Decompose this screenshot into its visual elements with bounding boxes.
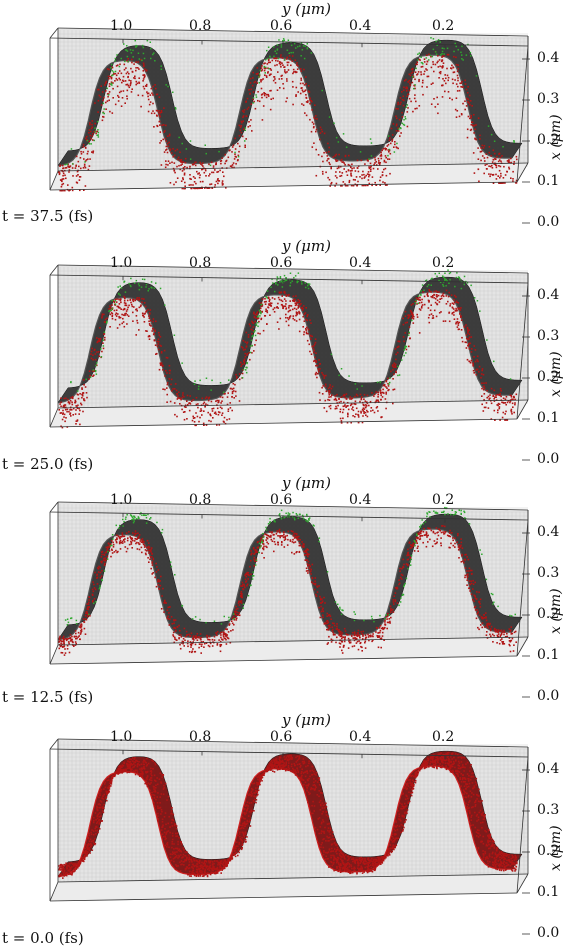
axes-box <box>49 27 529 191</box>
time-label: t = 25.0 (fs) <box>2 455 94 473</box>
y-tick-label: 0.4 <box>349 492 372 508</box>
green-particles <box>64 37 515 167</box>
x-tick-label: 0.1 <box>537 410 560 426</box>
floor <box>50 874 528 901</box>
y-tick-label: 0.2 <box>432 492 455 508</box>
y-tick-label: 0.8 <box>189 492 212 508</box>
x-tick-label: 0.4 <box>537 524 560 540</box>
x-tick-label: 0.2 <box>537 843 560 859</box>
red-particles <box>58 751 518 879</box>
red-particles <box>58 525 517 656</box>
x-tick-label: 0.4 <box>537 761 560 777</box>
green-particles <box>64 506 516 626</box>
x-tick-label: 0.1 <box>537 884 560 900</box>
x-tick-label: 0.2 <box>537 369 560 385</box>
surface-front-edge <box>57 54 512 167</box>
plot-canvas <box>49 501 530 698</box>
x-tick-label: 0.0 <box>537 214 560 230</box>
chart-panel-4: y (μm) t = 0.0 (fs) 1.0 0.8 0.6 0.4 0.2 0.4 0.… <box>0 711 581 947</box>
x-axis-title: x (μm) <box>548 588 564 634</box>
x-axis-title: x (μm) <box>548 825 564 871</box>
y-tick-label: 1.0 <box>110 18 133 34</box>
chart-panel-3: y (μm) t = 12.5 (fs) 1.0 0.8 0.6 0.4 0.2 0.4 0… <box>0 474 581 710</box>
y-tick-label: 0.4 <box>349 18 372 34</box>
y-tick-label: 0.8 <box>189 255 212 271</box>
axes-box <box>49 738 529 902</box>
floor <box>50 637 528 664</box>
y-tick-label: 0.2 <box>432 255 455 271</box>
y-tick-label: 0.6 <box>270 729 293 745</box>
x-tick-label: 0.3 <box>537 565 560 581</box>
y-tick-label: 0.8 <box>189 729 212 745</box>
red-particles <box>58 50 518 192</box>
time-label: t = 37.5 (fs) <box>2 207 94 225</box>
y-tick-label: 1.0 <box>110 729 133 745</box>
x-tick-label: 0.2 <box>537 132 560 148</box>
x-tick-label: 0.2 <box>537 606 560 622</box>
x-tick-label: 0.3 <box>537 328 560 344</box>
green-particles <box>70 269 512 394</box>
plot-canvas <box>49 27 530 224</box>
y-tick-label: 0.8 <box>189 18 212 34</box>
x-tick-label: 0.0 <box>537 925 560 941</box>
x-tick-label: 0.4 <box>537 50 560 66</box>
y-tick-label: 1.0 <box>110 255 133 271</box>
y-tick-label: 1.0 <box>110 492 133 508</box>
y-axis-title: y (μm) <box>282 474 331 492</box>
time-label: t = 0.0 (fs) <box>2 929 84 947</box>
x-axis-title: x (μm) <box>548 351 564 397</box>
axes-box <box>49 501 529 665</box>
y-tick-label: 0.4 <box>349 729 372 745</box>
y-tick-label: 0.6 <box>270 492 293 508</box>
y-tick-label: 0.2 <box>432 729 455 745</box>
y-tick-label: 0.4 <box>349 255 372 271</box>
plot-canvas <box>49 738 530 935</box>
x-tick-label: 0.1 <box>537 647 560 663</box>
time-label: t = 12.5 (fs) <box>2 688 94 706</box>
x-tick-label: 0.3 <box>537 91 560 107</box>
x-tick-label: 0.4 <box>537 287 560 303</box>
x-axis-title: x (μm) <box>548 114 564 160</box>
x-tick-label: 0.1 <box>537 173 560 189</box>
floor <box>50 163 528 190</box>
y-tick-label: 0.2 <box>432 18 455 34</box>
chart-panel-1: y (μm) t = 37.5 (fs) 1.0 0.8 0.6 0.4 0.2 0.4 0… <box>0 0 581 236</box>
plot-canvas <box>49 264 530 461</box>
floor <box>50 400 528 427</box>
y-axis-title: y (μm) <box>282 711 331 729</box>
y-axis-title: y (μm) <box>282 0 331 18</box>
axes-box <box>49 264 529 428</box>
chart-panel-2: y (μm) t = 25.0 (fs) 1.0 0.8 0.6 0.4 0.2 0.4 0… <box>0 237 581 473</box>
y-tick-label: 0.6 <box>270 255 293 271</box>
y-axis-title: y (μm) <box>282 237 331 255</box>
x-tick-label: 0.0 <box>537 451 560 467</box>
y-tick-label: 0.6 <box>270 18 293 34</box>
x-tick-label: 0.3 <box>537 802 560 818</box>
red-particles <box>58 289 518 429</box>
x-tick-label: 0.0 <box>537 688 560 704</box>
